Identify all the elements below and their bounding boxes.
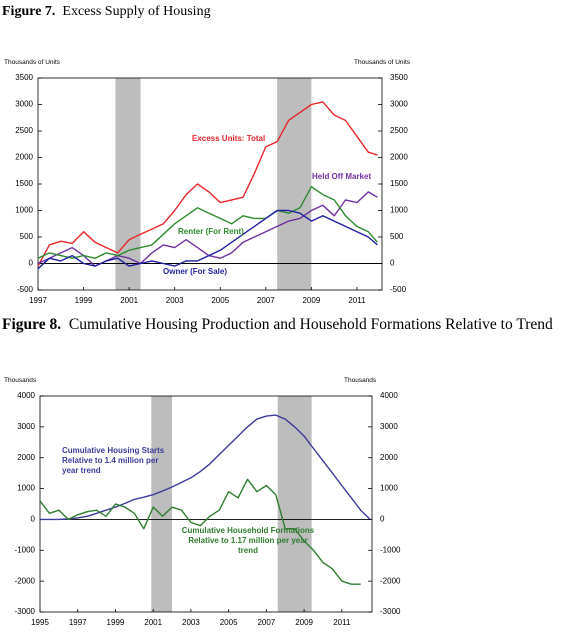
series-label: Cumulative Household Formations Relative… (181, 526, 315, 555)
x-tick-label: 2011 (333, 618, 351, 627)
y2-tick-label: 2500 (390, 126, 408, 135)
y-tick-label: -500 (17, 285, 34, 294)
shaded-period (277, 78, 312, 290)
figure-title: Figure 7. Excess Supply of Housing (2, 4, 211, 20)
y-tick-label: 3500 (15, 73, 33, 82)
y-tick-label: 1000 (17, 484, 35, 493)
x-tick-label: 2005 (220, 618, 238, 627)
y2-tick-label: 1500 (390, 179, 408, 188)
y2-tick-label: -3000 (380, 607, 401, 616)
series-line (37, 209, 378, 270)
y2-axis-title: Thousands of Units (354, 59, 411, 66)
x-tick-label: 2001 (120, 296, 138, 305)
series-label: Renter (For Rent) (178, 227, 244, 236)
figure-label: Figure 7. (2, 4, 56, 19)
y2-axis-title: Thousands (344, 377, 377, 384)
x-tick-label: 1999 (107, 618, 125, 627)
y2-tick-label: 3500 (390, 73, 408, 82)
y-tick-label: 2500 (15, 126, 33, 135)
y-tick-label: 3000 (17, 422, 35, 431)
y-tick-label: 500 (20, 232, 34, 241)
plot-frame (39, 395, 373, 613)
x-tick-label: 2001 (144, 618, 162, 627)
y2-tick-label: 1000 (380, 484, 398, 493)
x-tick-label: 2007 (257, 296, 275, 305)
series-line (37, 101, 378, 267)
x-tick-label: 2009 (302, 296, 320, 305)
series-line (37, 186, 378, 259)
x-tick-label: 2011 (348, 296, 366, 305)
x-tick-label: 2007 (257, 618, 275, 627)
y2-tick-label: -1000 (380, 545, 401, 554)
y-tick-label: 1500 (15, 179, 33, 188)
y-tick-label: -2000 (15, 576, 36, 585)
figure-title: Figure 8. Cumulative Housing Production … (2, 316, 553, 334)
y-tick-label: 4000 (17, 391, 35, 400)
y2-tick-label: 2000 (390, 153, 408, 162)
y2-tick-label: -2000 (380, 576, 401, 585)
y2-tick-label: 2000 (380, 453, 398, 462)
y2-tick-label: 0 (380, 515, 385, 524)
x-tick-label: 1997 (29, 296, 47, 305)
y-axis-title: Thousands (4, 377, 37, 384)
figure-label: Figure 8. (2, 316, 62, 333)
series-label: Cumulative Housing Starts Relative to 1.… (62, 446, 165, 475)
y-tick-label: -3000 (15, 607, 36, 616)
y-tick-label: 3000 (15, 100, 33, 109)
y2-tick-label: 0 (390, 259, 395, 268)
y-axis-title: Thousands of Units (4, 59, 61, 66)
y2-tick-label: 3000 (390, 100, 408, 109)
shaded-period (151, 396, 173, 612)
series-label: Excess Units: Total (192, 134, 266, 143)
x-tick-label: 1995 (31, 618, 49, 627)
series-line (40, 414, 371, 521)
y-tick-label: 0 (31, 515, 36, 524)
y-tick-label: 2000 (15, 153, 33, 162)
series-line (39, 478, 361, 585)
y-tick-label: 0 (29, 259, 34, 268)
series-label: Held Off Market (312, 172, 372, 181)
y-tick-label: 2000 (17, 453, 35, 462)
y2-tick-label: 3000 (380, 422, 398, 431)
x-tick-label: 2009 (295, 618, 313, 627)
y2-tick-label: 500 (390, 232, 404, 241)
y2-tick-label: 1000 (390, 206, 408, 215)
x-tick-label: 2005 (211, 296, 229, 305)
x-tick-label: 2003 (166, 296, 184, 305)
title-text: Excess Supply of Housing (62, 4, 211, 19)
y2-tick-label: 4000 (380, 391, 398, 400)
y2-tick-label: -500 (390, 285, 407, 294)
title-text: Cumulative Housing Production and Househ… (68, 316, 553, 333)
y-tick-label: 1000 (15, 206, 33, 215)
series-label: Owner (For Sale) (163, 267, 228, 276)
y-tick-label: -1000 (15, 545, 36, 554)
shaded-period (277, 396, 312, 612)
x-tick-label: 1999 (75, 296, 93, 305)
x-tick-label: 2003 (182, 618, 200, 627)
x-tick-label: 1997 (69, 618, 87, 627)
